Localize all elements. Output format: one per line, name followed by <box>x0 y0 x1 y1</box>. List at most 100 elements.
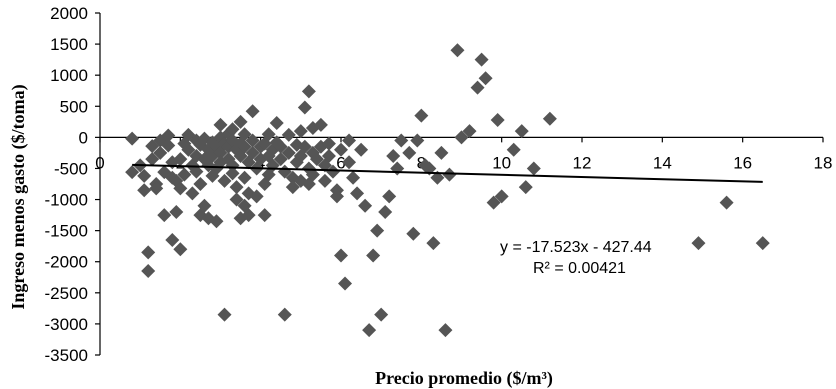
data-point <box>506 142 521 157</box>
data-point <box>301 84 316 99</box>
data-point <box>281 127 296 142</box>
data-point <box>321 149 336 164</box>
data-point <box>249 189 264 204</box>
data-point <box>755 236 770 251</box>
data-point <box>245 145 260 160</box>
y-axis-title: Ingreso menos gasto ($/toma) <box>8 84 29 309</box>
data-point <box>426 236 441 251</box>
data-point <box>245 133 260 148</box>
data-point <box>273 152 288 167</box>
data-point <box>177 167 192 182</box>
data-point <box>297 100 312 115</box>
data-point <box>137 168 152 183</box>
data-point <box>514 124 529 139</box>
data-point <box>438 323 453 338</box>
data-point <box>386 149 401 164</box>
data-points <box>125 43 770 338</box>
data-point <box>233 114 248 129</box>
data-point <box>342 133 357 148</box>
y-tick-label: -1500 <box>45 222 88 241</box>
data-point <box>317 173 332 188</box>
data-point <box>281 145 296 160</box>
data-point <box>462 124 477 139</box>
data-point <box>378 204 393 219</box>
data-point <box>358 198 373 213</box>
data-point <box>309 152 324 167</box>
data-point <box>362 323 377 338</box>
x-tick-label: 12 <box>573 153 592 172</box>
data-point <box>125 165 140 180</box>
data-point <box>454 130 469 145</box>
data-point <box>410 133 425 148</box>
data-point <box>490 112 505 127</box>
y-tick-label: -1000 <box>45 191 88 210</box>
data-point <box>225 122 240 137</box>
data-point <box>269 116 284 131</box>
data-point <box>390 161 405 176</box>
data-point <box>374 307 389 322</box>
data-point <box>691 236 706 251</box>
x-tick-label: 18 <box>814 153 833 172</box>
data-point <box>153 145 168 160</box>
data-point <box>261 127 276 142</box>
data-point <box>321 136 336 151</box>
data-point <box>169 204 184 219</box>
data-point <box>366 248 381 263</box>
data-point <box>229 180 244 195</box>
data-point <box>237 170 252 185</box>
y-tick-label: 500 <box>60 97 88 116</box>
data-point <box>145 152 160 167</box>
data-point <box>217 307 232 322</box>
data-point <box>173 152 188 167</box>
data-point <box>285 180 300 195</box>
data-point <box>338 276 353 291</box>
x-tick-label: 10 <box>492 153 511 172</box>
data-point <box>494 189 509 204</box>
data-point <box>297 139 312 154</box>
data-point <box>137 183 152 198</box>
data-point <box>213 117 228 132</box>
data-point <box>526 161 541 176</box>
data-point <box>350 186 365 201</box>
data-point <box>189 164 204 179</box>
data-point <box>414 108 429 123</box>
data-point <box>346 170 361 185</box>
data-point <box>402 145 417 160</box>
data-point <box>442 167 457 182</box>
y-tick-label: 1500 <box>50 35 88 54</box>
data-point <box>141 264 156 279</box>
x-axis-title: Precio promedio ($/m³) <box>375 368 553 389</box>
data-point <box>342 155 357 170</box>
data-point <box>217 173 232 188</box>
data-point <box>334 248 348 263</box>
r2-label: R² = 0.00421 <box>533 260 626 277</box>
y-tick-label: 0 <box>79 128 88 147</box>
y-tick-label: -3500 <box>45 346 88 365</box>
y-tick-label: -3000 <box>45 315 88 334</box>
trendline <box>132 163 763 183</box>
data-point <box>486 195 501 210</box>
data-point <box>229 192 244 207</box>
data-point <box>173 181 188 196</box>
y-tick-label: 2000 <box>50 4 88 23</box>
data-point <box>354 142 369 157</box>
data-point <box>141 245 156 260</box>
data-point <box>225 166 240 181</box>
data-point <box>245 104 260 119</box>
data-point <box>149 181 164 196</box>
data-point <box>157 208 172 223</box>
x-tick-label: 16 <box>733 153 752 172</box>
data-point <box>237 139 252 154</box>
data-point <box>293 124 308 139</box>
y-tick-label: -500 <box>54 159 88 178</box>
data-point <box>197 198 212 213</box>
y-tick-label: 1000 <box>50 66 88 85</box>
data-point <box>370 223 385 238</box>
data-point <box>237 127 252 142</box>
data-point <box>209 214 224 229</box>
data-point <box>257 208 272 223</box>
data-point <box>478 71 493 86</box>
data-point <box>225 158 240 173</box>
data-point <box>470 80 485 95</box>
